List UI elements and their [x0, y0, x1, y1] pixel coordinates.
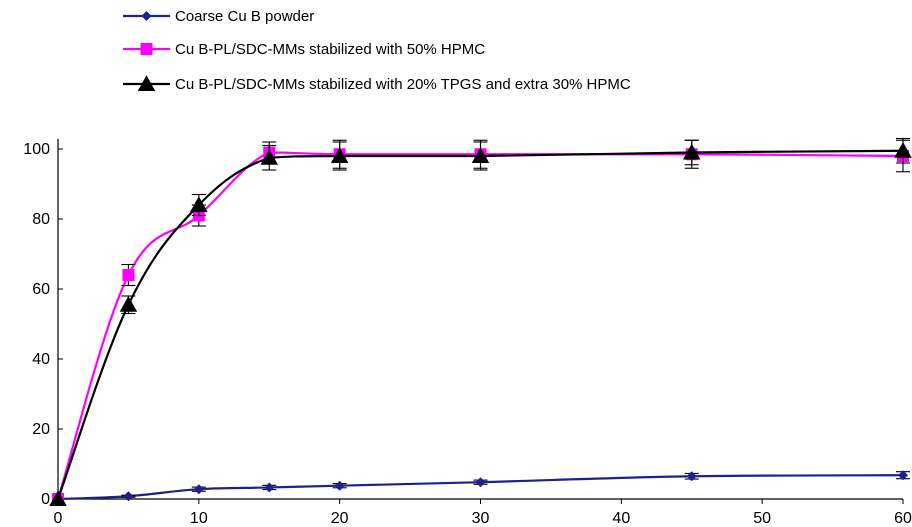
y-tick-label: 60: [32, 281, 50, 298]
legend-marker: [141, 11, 152, 21]
data-point: [260, 149, 278, 165]
legend-entry-2: Cu B-PL/SDC-MMs stabilized with 50% HPMC: [123, 41, 485, 58]
data-point: [123, 491, 134, 502]
data-point: [471, 147, 490, 163]
series-line: [57, 474, 904, 501]
legend: Coarse Cu B powder Cu B-PL/SDC-MMs stabil…: [123, 8, 631, 93]
legend-marker: [137, 75, 156, 91]
x-tick-label: 20: [331, 510, 349, 527]
data-point: [334, 480, 345, 491]
x-tick-label: 10: [190, 510, 208, 527]
data-point: [122, 269, 135, 281]
data-point: [898, 470, 908, 481]
x-tick-label: 50: [753, 510, 771, 527]
data-point: [475, 477, 486, 488]
data-point: [190, 196, 208, 212]
data-point: [894, 142, 912, 158]
data-point: [330, 147, 349, 163]
series-3: [49, 137, 912, 506]
series-line: [56, 151, 904, 500]
legend-marker: [140, 43, 153, 55]
x-tick-label: 30: [472, 510, 490, 527]
y-tick-label: 80: [32, 211, 50, 228]
series-layer: [49, 137, 912, 506]
legend-entry-1: Coarse Cu B powder: [123, 8, 314, 25]
legend-label: Coarse Cu B powder: [175, 8, 314, 25]
legend-label: Cu B-PL/SDC-MMs stabilized with 50% HPMC: [175, 41, 485, 58]
y-tick-label: 100: [23, 141, 50, 158]
series-2: [52, 139, 910, 505]
data-point: [49, 490, 67, 506]
legend-entry-3: Cu B-PL/SDC-MMs stabilized with 20% TPGS…: [123, 75, 631, 93]
x-tick-label: 40: [612, 510, 630, 527]
axes: 0 10 20 30 40 50 60 0 20 40 60 80 100: [23, 139, 912, 527]
data-point: [683, 143, 701, 160]
data-point: [264, 482, 275, 493]
legend-label: Cu B-PL/SDC-MMs stabilized with 20% TPGS…: [175, 76, 631, 93]
data-point: [193, 484, 204, 495]
x-tick-label: 60: [894, 510, 912, 527]
y-tick-label: 40: [32, 351, 50, 368]
y-tick-label: 20: [32, 421, 50, 438]
x-tick-label: 0: [54, 510, 63, 527]
series-line: [56, 149, 904, 500]
data-point: [686, 471, 697, 482]
y-tick-label: 0: [41, 491, 50, 508]
data-point: [119, 296, 138, 312]
